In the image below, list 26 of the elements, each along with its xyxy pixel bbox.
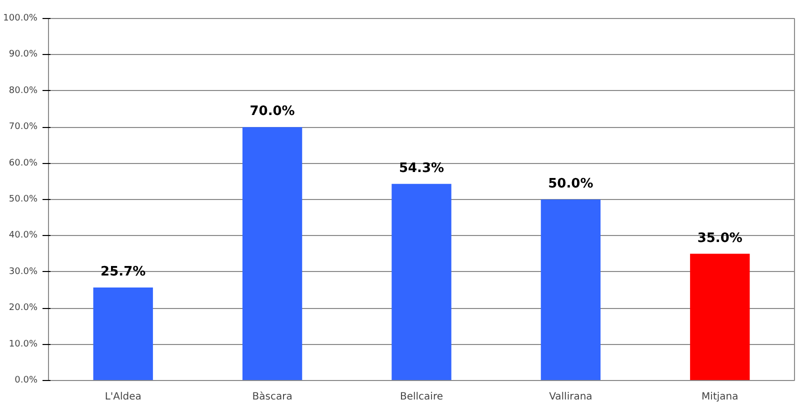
y-tick-label: 60.0% <box>8 158 38 168</box>
y-tick-label: 30.0% <box>8 266 38 277</box>
x-tick-label: L'Aldea <box>104 392 142 402</box>
x-tick-label: Bellcaire <box>400 392 444 402</box>
y-tick-label: 40.0% <box>8 230 38 241</box>
x-tick-label: Vallirana <box>549 392 592 402</box>
y-tick-label: 80.0% <box>8 86 38 96</box>
bar <box>93 287 153 380</box>
y-tick-label: 50.0% <box>8 194 38 204</box>
y-tick-label: 10.0% <box>8 339 38 350</box>
y-tick-label: 100.0% <box>3 14 38 24</box>
x-tick-label: Bàscara <box>252 392 292 402</box>
x-tick-label: Mitjana <box>702 392 738 402</box>
data-label: 70.0% <box>250 104 295 120</box>
bar <box>540 200 601 380</box>
data-label: 25.7% <box>100 264 146 280</box>
data-label: 50.0% <box>548 176 594 192</box>
y-tick-label: 20.0% <box>8 303 38 314</box>
data-label: 54.3% <box>398 160 444 176</box>
bar <box>690 254 750 380</box>
y-tick-label: 0.0% <box>14 376 38 386</box>
y-tick-label: 70.0% <box>8 122 38 132</box>
y-tick-label: 90.0% <box>8 50 38 60</box>
bar <box>242 127 302 380</box>
bar <box>392 184 452 380</box>
data-label: 35.0% <box>697 230 742 246</box>
